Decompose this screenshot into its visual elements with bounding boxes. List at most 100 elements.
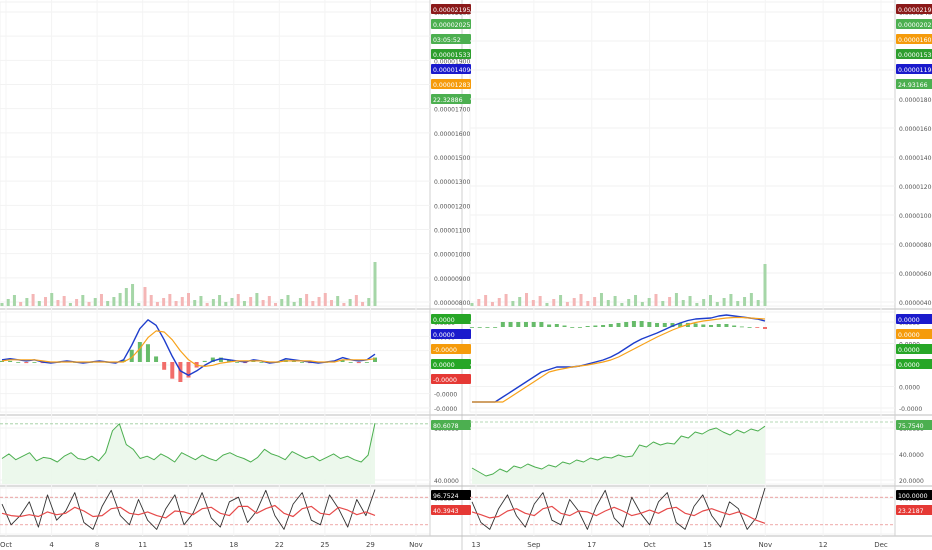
volume-bar (6, 299, 10, 306)
price-tag-label: 0.00002025 (898, 22, 932, 29)
stoch-d-line (1, 504, 376, 519)
price-tag-label: 0.00001533 (433, 52, 470, 59)
volume-bar (538, 296, 542, 306)
x-tick-label: Oct (644, 541, 656, 549)
macd-histogram-bar (747, 327, 752, 328)
volume-bar (168, 294, 172, 306)
macd-histogram-bar (24, 362, 29, 364)
y-tick-label: 0.00000600 (899, 271, 932, 278)
macd-line (1, 319, 376, 376)
macd-histogram-bar (485, 327, 490, 328)
volume-bar (230, 298, 234, 306)
macd-histogram-bar (121, 359, 126, 362)
rsi-line (1, 422, 376, 463)
volume-bar (661, 301, 665, 306)
y-tick-label: 20.0000 (899, 478, 924, 485)
macd-histogram-bar (639, 321, 644, 327)
volume-bar (477, 299, 481, 306)
macd-histogram-bar (585, 326, 590, 327)
volume-bar (305, 294, 309, 306)
volume-bar (93, 298, 97, 306)
volume-bar (106, 301, 110, 306)
macd-histogram-bar (170, 362, 175, 379)
volume-bar (199, 296, 203, 306)
macd-histogram-bar (356, 362, 361, 364)
macd-histogram-bar (647, 322, 652, 327)
volume-bar (634, 295, 638, 306)
y-tick-label: -0.0000 (434, 392, 457, 399)
price-tag-label: 0.0000 (898, 332, 920, 339)
volume-bar (174, 301, 178, 306)
y-tick-label: 0.00000800 (434, 300, 470, 307)
stoch-d-line (471, 505, 766, 524)
volume-bar (236, 294, 240, 306)
macd-histogram-bar (562, 325, 567, 327)
macd-histogram-bar (531, 322, 536, 327)
macd-histogram-bar (701, 324, 706, 327)
price-tag-box (431, 79, 471, 89)
pane-frame (0, 487, 431, 535)
volume-bar (261, 300, 265, 306)
y-tick-label: 0.00001000 (899, 213, 932, 220)
price-tag-box (431, 49, 471, 59)
volume-bar (593, 297, 597, 306)
price-tag-label: 40.3943 (433, 508, 459, 515)
volume-bar (193, 300, 197, 306)
macd-histogram-bar (539, 322, 544, 327)
x-tick-label: 22 (275, 541, 284, 549)
price-tag-label: 0.00001198 (898, 67, 932, 74)
y-tick-label: 0.00001200 (434, 203, 470, 210)
volume-bar (75, 299, 79, 306)
macd-histogram-bar (162, 362, 167, 370)
volume-bar (674, 293, 678, 306)
macd-histogram-bar (716, 324, 721, 327)
volume-bar (490, 302, 494, 306)
price-tag-box (896, 420, 932, 430)
volume-bar (688, 296, 692, 306)
macd-histogram-bar (670, 323, 675, 327)
price-tag-box (896, 359, 932, 369)
price-tag-label: 23.2187 (898, 508, 924, 515)
volume-bar (249, 297, 253, 306)
volume-bar (470, 303, 474, 306)
price-tag-box (431, 94, 471, 104)
macd-histogram-bar (210, 357, 215, 362)
price-tag-label: 03:05:52 (433, 37, 461, 44)
price-tag-label: 24.93166 (898, 82, 928, 89)
x-tick-label: 8 (95, 541, 99, 549)
macd-histogram-bar (601, 325, 606, 327)
y-tick-label: 0.00001900 (434, 58, 470, 65)
volume-bar (56, 300, 60, 306)
y-tick-label: 40.0000 (434, 478, 459, 485)
price-tag-box (896, 490, 932, 500)
volume-bar (763, 264, 767, 306)
macd-histogram-bar (739, 326, 744, 328)
volume-bar (81, 295, 85, 306)
macd-signal-line (1, 330, 376, 367)
macd-histogram-bar (8, 360, 13, 362)
volume-bar (647, 298, 651, 306)
volume-bar (25, 298, 29, 306)
macd-histogram-bar (16, 362, 21, 363)
macd-histogram-bar (218, 357, 223, 362)
volume-bar (31, 294, 35, 306)
volume-bar (367, 298, 371, 306)
x-tick-label: 15 (703, 541, 712, 549)
volume-bar (518, 297, 522, 306)
price-tag-label: 0.00001538 (898, 52, 932, 59)
macd-histogram-bar (259, 362, 264, 363)
price-tag-box (431, 490, 471, 500)
macd-histogram-bar (523, 322, 528, 327)
volume-bar (715, 302, 719, 306)
y-tick-label: -0.0000 (899, 406, 922, 413)
price-tag-label: -0.0000 (433, 347, 457, 354)
price-tag-label: 0.0000 (433, 317, 455, 324)
macd-histogram-bar (340, 359, 345, 362)
pane-frame (469, 1, 896, 307)
volume-bar (348, 299, 352, 306)
rsi-line (471, 425, 766, 477)
macd-histogram-bar (516, 322, 521, 327)
x-tick-label: Oct (0, 541, 12, 549)
price-tag-box (431, 329, 471, 339)
